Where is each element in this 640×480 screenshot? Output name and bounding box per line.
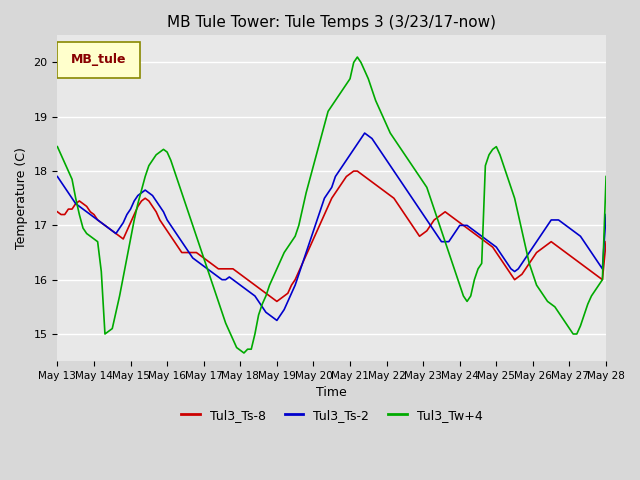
Tul3_Ts-8 xyxy=(248,279,255,285)
Title: MB Tule Tower: Tule Temps 3 (3/23/17-now): MB Tule Tower: Tule Temps 3 (3/23/17-now… xyxy=(167,15,496,30)
Y-axis label: Temperature (C): Temperature (C) xyxy=(15,147,28,249)
Tul3_Tw+4 xyxy=(598,277,606,283)
Tul3_Tw+4 xyxy=(324,108,332,114)
Tul3_Ts-8 xyxy=(598,277,606,283)
Text: MB_tule: MB_tule xyxy=(71,53,126,66)
X-axis label: Time: Time xyxy=(316,386,347,399)
Tul3_Ts-2 xyxy=(394,174,401,180)
Tul3_Ts-8 xyxy=(324,204,332,209)
Tul3_Tw+4 xyxy=(602,174,610,180)
Tul3_Ts-8 xyxy=(445,212,452,217)
FancyBboxPatch shape xyxy=(58,42,140,78)
Tul3_Ts-8 xyxy=(602,239,610,244)
Tul3_Tw+4 xyxy=(445,250,452,255)
Line: Tul3_Tw+4: Tul3_Tw+4 xyxy=(58,57,606,353)
Tul3_Ts-2 xyxy=(324,190,332,196)
Tul3_Ts-8 xyxy=(273,299,281,304)
Tul3_Ts-2 xyxy=(361,130,369,136)
Tul3_Ts-8 xyxy=(394,201,401,206)
Tul3_Tw+4 xyxy=(408,163,416,168)
Tul3_Ts-2 xyxy=(248,290,255,296)
Line: Tul3_Ts-2: Tul3_Ts-2 xyxy=(58,133,606,321)
Tul3_Tw+4 xyxy=(251,331,259,337)
Tul3_Tw+4 xyxy=(394,141,401,147)
Tul3_Ts-2 xyxy=(54,174,61,180)
Tul3_Ts-8 xyxy=(54,209,61,215)
Tul3_Ts-2 xyxy=(273,318,281,324)
Tul3_Ts-2 xyxy=(445,239,452,244)
Tul3_Ts-8 xyxy=(408,223,416,228)
Legend: Tul3_Ts-8, Tul3_Ts-2, Tul3_Tw+4: Tul3_Ts-8, Tul3_Ts-2, Tul3_Tw+4 xyxy=(176,404,488,427)
Tul3_Tw+4 xyxy=(240,350,248,356)
Tul3_Tw+4 xyxy=(353,54,361,60)
Tul3_Ts-2 xyxy=(408,195,416,201)
Line: Tul3_Ts-8: Tul3_Ts-8 xyxy=(58,171,606,301)
Tul3_Ts-8 xyxy=(350,168,358,174)
Tul3_Ts-2 xyxy=(602,212,610,217)
Tul3_Tw+4 xyxy=(54,144,61,150)
Tul3_Ts-2 xyxy=(598,266,606,272)
